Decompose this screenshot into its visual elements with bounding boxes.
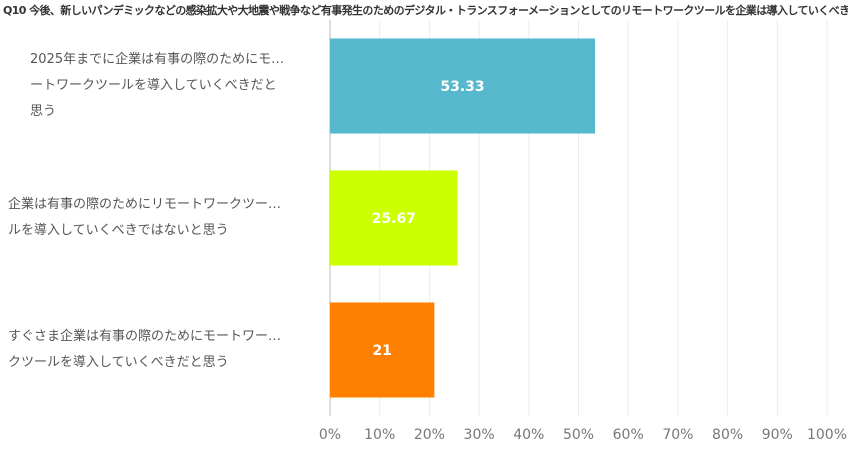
category-label-line: 企業は有事の際のためにリモートワークツー…: [8, 197, 282, 212]
bar-value-label: 21: [372, 343, 391, 359]
x-tick-label: 80%: [712, 427, 743, 443]
category-label-line: 思う: [30, 104, 57, 119]
category-label: 2025年までに企業は有事の際のためにモ… ートワークツールを導入していくべきだと…: [30, 47, 340, 125]
bar-value-label: 25.67: [372, 211, 416, 227]
category-label: 企業は有事の際のためにリモートワークツー… ルを導入していくべきではないと思う: [8, 192, 318, 244]
bar: [330, 302, 435, 398]
category-label: すぐさま企業は有事の際のためにモートワー… クツールを導入していくべきだと思う: [8, 324, 318, 376]
category-label-line: 2025年までに企業は有事の際のためにモ…: [30, 52, 285, 67]
x-tick-label: 0%: [319, 427, 341, 443]
bar-value-label: 53.33: [440, 79, 484, 95]
x-tick-label: 40%: [513, 427, 544, 443]
x-tick-label: 70%: [662, 427, 693, 443]
x-tick-label: 30%: [464, 427, 495, 443]
x-tick-label: 100%: [807, 427, 847, 443]
x-tick-label: 60%: [613, 427, 644, 443]
chart-title: Q10 今後、新しいパンデミックなどの感染拡大や大地震や戦争など有事発生のための…: [3, 4, 848, 17]
x-tick-label: 20%: [414, 427, 445, 443]
category-label-line: クツールを導入していくべきだと思う: [8, 355, 229, 370]
bar: [330, 170, 458, 266]
category-label-line: すぐさま企業は有事の際のためにモートワー…: [8, 329, 282, 344]
x-tick-label: 10%: [364, 427, 395, 443]
x-tick-label: 90%: [762, 427, 793, 443]
category-label-line: ルを導入していくべきではないと思う: [8, 223, 229, 238]
x-tick-label: 50%: [563, 427, 594, 443]
bar: [330, 38, 596, 134]
category-label-line: ートワークツールを導入していくべきだと: [30, 78, 277, 93]
